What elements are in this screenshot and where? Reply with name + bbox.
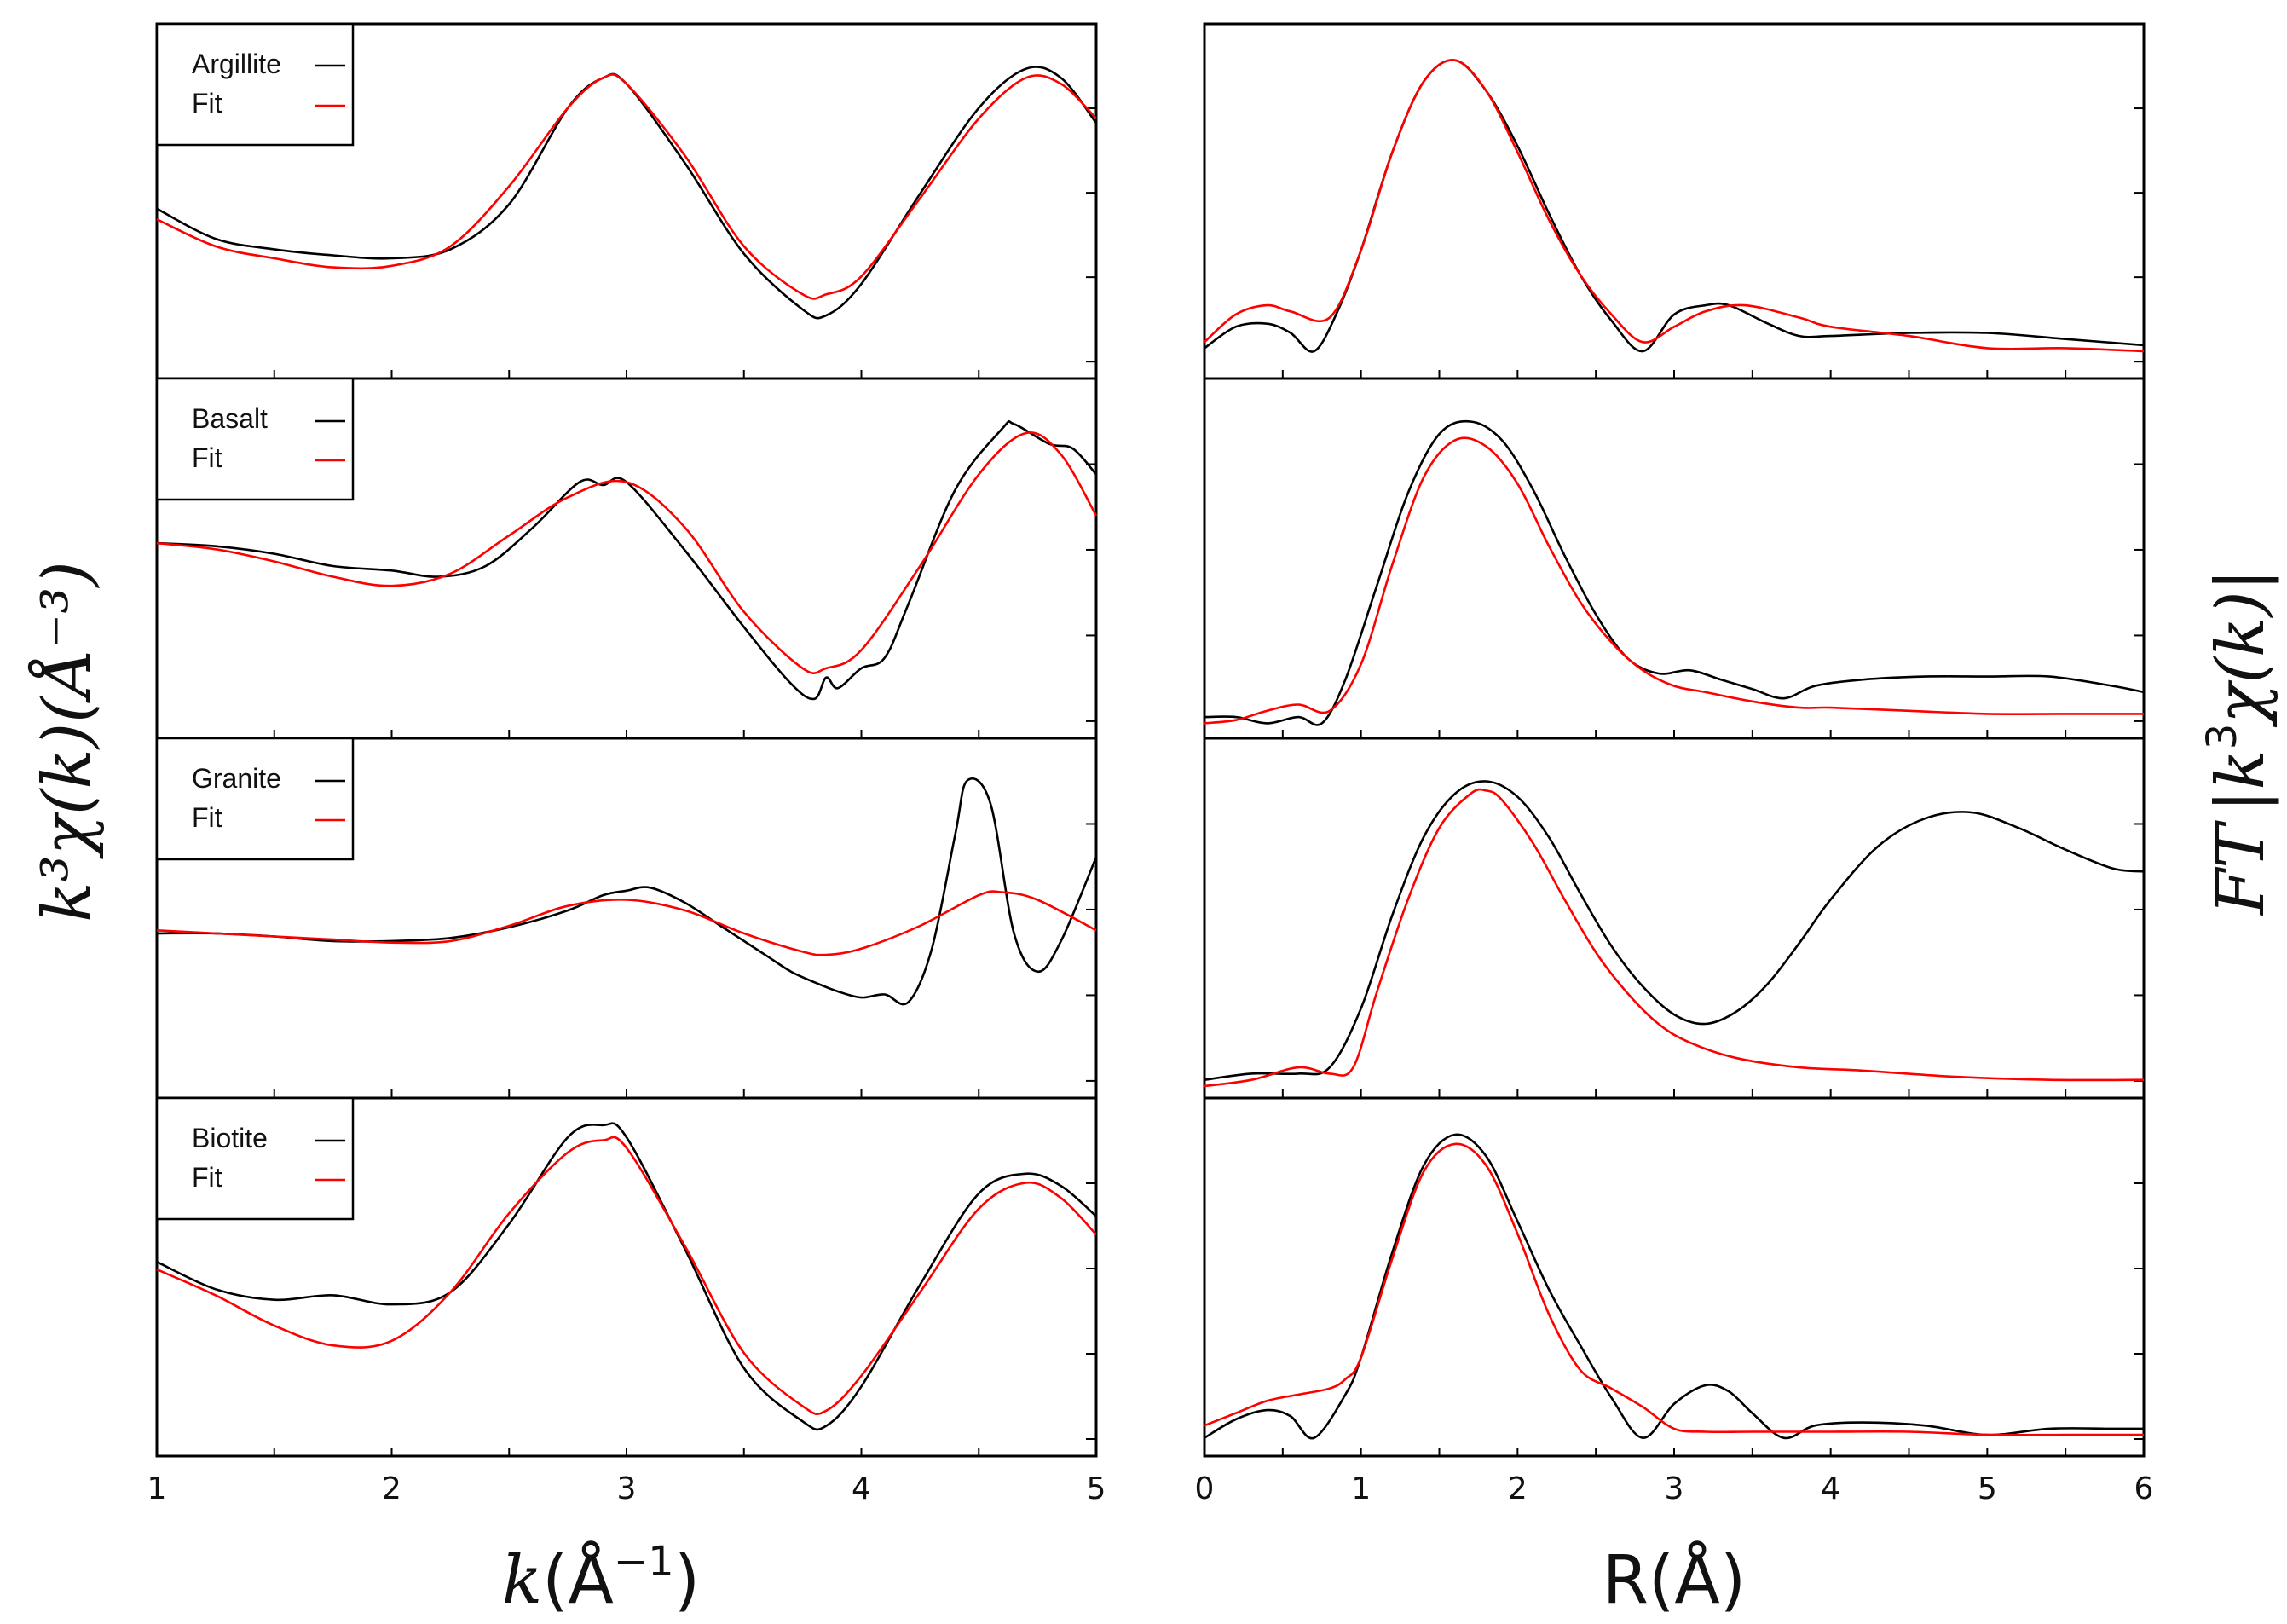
x-tick-label: 4 (852, 1471, 871, 1506)
r-y-axis-label: FT|k3χ(k)| (2198, 569, 2279, 916)
x-tick-label: 1 (147, 1471, 167, 1506)
legend-label-data: Granite (192, 763, 281, 794)
x-tick-label: 0 (1195, 1471, 1215, 1506)
data-line-argillite-r (1204, 59, 2145, 353)
r-space-panel: 0 1 2 3 4 5 6 R(Å) FT|k3χ(k)| (1195, 22, 2279, 1619)
x-tick-label: 1 (1351, 1471, 1371, 1506)
fit-line-argillite-k (156, 73, 1097, 300)
subplot-granite-r (1203, 737, 2146, 1100)
legend-granite: Granite Fit (155, 737, 355, 861)
data-line-basalt-r (1204, 419, 2145, 726)
fit-line-biotite-k (156, 1136, 1097, 1415)
legend-label-fit: Fit (192, 88, 222, 118)
k-x-axis-label: k(Å−1) (502, 1538, 700, 1619)
legend-label-fit: Fit (192, 1162, 222, 1193)
subplot-argillite-k: Argillite Fit (155, 22, 1098, 380)
x-tick-label: 2 (382, 1471, 401, 1506)
legend-label-data: Biotite (192, 1123, 268, 1153)
fit-line-granite-r (1204, 788, 2145, 1088)
legend-label-data: Argillite (192, 49, 281, 79)
data-line-argillite-k (156, 66, 1098, 320)
subplot-granite-k: Granite Fit (155, 737, 1098, 1100)
x-tick-label: 4 (1821, 1471, 1840, 1506)
k-space-panel: Argillite Fit Basalt Fit (27, 22, 1106, 1619)
data-line-granite-r (1204, 780, 2145, 1081)
x-tick-label: 2 (1508, 1471, 1528, 1506)
x-tick-label: 3 (1665, 1471, 1684, 1506)
subplot-basalt-r (1203, 377, 2146, 740)
legend-box (155, 22, 355, 147)
legend-label-fit: Fit (192, 802, 222, 833)
legend-biotite: Biotite Fit (155, 1096, 355, 1221)
x-tick-label: 5 (1978, 1471, 1997, 1506)
subplot-basalt-k: Basalt Fit (155, 377, 1098, 740)
fit-line-granite-k (156, 890, 1097, 956)
legend-argillite: Argillite Fit (155, 22, 355, 147)
x-tick-label: 3 (617, 1471, 637, 1506)
fit-line-biotite-r (1204, 1142, 2144, 1436)
x-tick-label: 5 (1087, 1471, 1106, 1506)
frame-basalt-r (1203, 377, 2146, 740)
subplot-biotite-k: Biotite Fit (155, 1096, 1098, 1458)
data-line-basalt-k (156, 419, 1097, 701)
fit-line-basalt-k (156, 431, 1098, 675)
r-x-axis-label: R(Å) (1603, 1540, 1746, 1619)
legend-label-data: Basalt (192, 403, 268, 434)
frame-biotite-r (1203, 1096, 2146, 1458)
x-tick-label: 6 (2134, 1471, 2154, 1506)
r-x-tick-labels: 0 1 2 3 4 5 6 (1195, 1471, 2154, 1506)
subplot-biotite-r (1203, 1096, 2146, 1458)
legend-basalt: Basalt Fit (155, 377, 355, 501)
legend-label-fit: Fit (192, 442, 222, 473)
data-line-granite-k (156, 777, 1098, 1006)
fit-line-basalt-r (1204, 436, 2144, 725)
legend-box (155, 737, 355, 861)
fit-line-argillite-r (1204, 59, 2145, 353)
legend-box (155, 377, 355, 501)
data-line-biotite-r (1204, 1133, 2144, 1440)
k-x-tick-labels: 1 2 3 4 5 (147, 1471, 1106, 1506)
subplot-argillite-r (1203, 22, 2146, 380)
frame-argillite-r (1203, 22, 2146, 380)
legend-box (155, 1096, 355, 1221)
k-y-axis-label: k³χ(k)(Å⁻³) (27, 561, 106, 922)
